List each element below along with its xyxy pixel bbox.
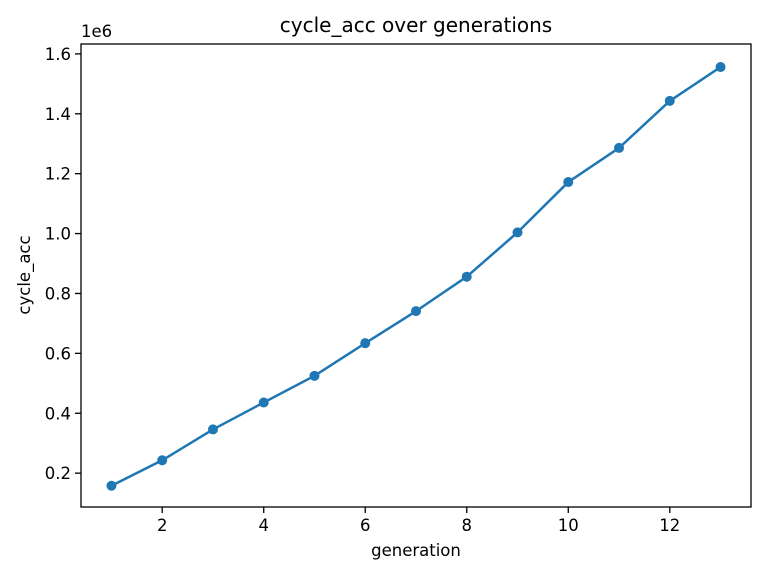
data-point-marker bbox=[258, 397, 269, 408]
data-point-marker bbox=[360, 338, 371, 349]
x-tick-label: 4 bbox=[258, 516, 269, 535]
y-tick-label: 1.2 bbox=[45, 165, 71, 184]
x-tick-label: 2 bbox=[157, 516, 168, 535]
y-axis-label: cycle_acc bbox=[15, 235, 35, 314]
x-axis-label: generation bbox=[371, 541, 461, 560]
y-tick-label: 0.8 bbox=[45, 284, 71, 303]
data-point-marker bbox=[207, 424, 218, 435]
y-axis-offset-label: 1e6 bbox=[81, 22, 112, 41]
data-point-marker bbox=[461, 271, 472, 282]
data-point-marker bbox=[309, 370, 320, 381]
plot-area-spines bbox=[80, 43, 752, 508]
data-point-marker bbox=[157, 455, 168, 466]
data-point-marker bbox=[664, 95, 675, 106]
y-tick-label: 0.4 bbox=[45, 404, 71, 423]
y-tick-label: 0.2 bbox=[45, 464, 71, 483]
x-tick-label: 8 bbox=[462, 516, 473, 535]
series-line bbox=[110, 65, 722, 487]
y-tick-label: 1.4 bbox=[45, 105, 71, 124]
y-tick-label: 1.0 bbox=[45, 225, 71, 244]
y-tick-label: 1.6 bbox=[45, 45, 71, 64]
data-series bbox=[106, 62, 726, 491]
x-tick-label: 12 bbox=[659, 516, 680, 535]
data-point-marker bbox=[411, 306, 421, 317]
data-point-marker bbox=[106, 480, 117, 491]
data-point-marker bbox=[563, 177, 574, 188]
data-point-marker bbox=[715, 62, 726, 73]
x-axis: 2 4 6 8 10 12 bbox=[157, 507, 680, 535]
y-tick-label: 0.6 bbox=[45, 344, 71, 363]
data-point-marker bbox=[614, 142, 625, 153]
y-axis: 0.2 0.4 0.6 0.8 1.0 1.2 1.4 1.6 bbox=[45, 45, 81, 483]
x-tick-label: 10 bbox=[558, 516, 579, 535]
x-tick-label: 6 bbox=[360, 516, 371, 535]
chart-title: cycle_acc over generations bbox=[280, 13, 552, 37]
data-point-marker bbox=[512, 227, 523, 238]
